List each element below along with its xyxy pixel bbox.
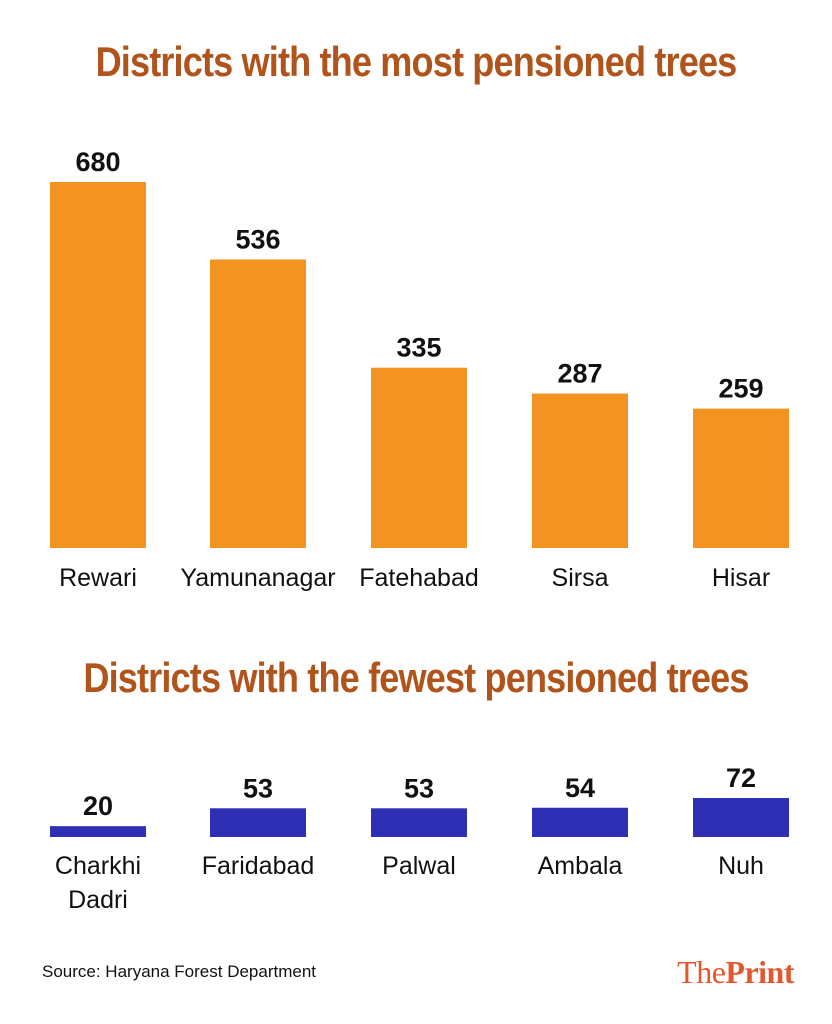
bar-chart-fewest: 20 Charkhi Dadri 53 Faridabad 53 Palwal 54 Ambal… [50, 763, 789, 914]
value-label: 20 [83, 791, 113, 821]
source-note: Source: Haryana Forest Department [42, 962, 317, 981]
value-label: 72 [726, 763, 756, 793]
category-label: Nuh [718, 852, 764, 880]
category-label: Dadri [68, 886, 128, 914]
bar-yamunanagar [210, 259, 306, 548]
logo-the: The [677, 954, 726, 990]
category-label: Hisar [712, 564, 770, 592]
bar-charkhi-dadri [50, 826, 146, 837]
bar-faridabad [210, 808, 306, 837]
bar-hisar [693, 408, 789, 548]
category-label: Ambala [538, 852, 623, 880]
bar-rewari [50, 182, 146, 548]
category-label: Faridabad [202, 852, 315, 880]
category-label: Charkhi [55, 852, 141, 880]
bar-chart-most: 680 Rewari 536 Yamunanagar 335 Fatehabad 287 Si… [50, 147, 789, 592]
bar-fatehabad [371, 367, 467, 548]
value-label: 259 [718, 374, 763, 404]
logo-print: Print [725, 954, 794, 990]
theprint-logo: ThePrint [677, 954, 794, 991]
category-label: Fatehabad [359, 564, 479, 592]
category-label: Yamunanagar [180, 564, 335, 592]
value-label: 54 [565, 773, 595, 803]
chart-title-most: Districts with the most pensioned trees [95, 38, 738, 85]
value-label: 335 [396, 333, 441, 363]
value-label: 287 [557, 359, 602, 389]
value-label: 536 [235, 225, 280, 255]
value-label: 53 [404, 773, 434, 803]
bar-palwal [371, 808, 467, 837]
chart-title-fewest: Districts with the fewest pensioned tree… [83, 654, 749, 701]
bar-sirsa [532, 393, 628, 548]
category-label: Rewari [59, 564, 137, 592]
category-label: Sirsa [552, 564, 609, 592]
category-label: Palwal [382, 852, 456, 880]
bar-ambala [532, 807, 628, 837]
bar-nuh [693, 798, 789, 837]
value-label: 680 [75, 147, 120, 177]
value-label: 53 [243, 773, 273, 803]
